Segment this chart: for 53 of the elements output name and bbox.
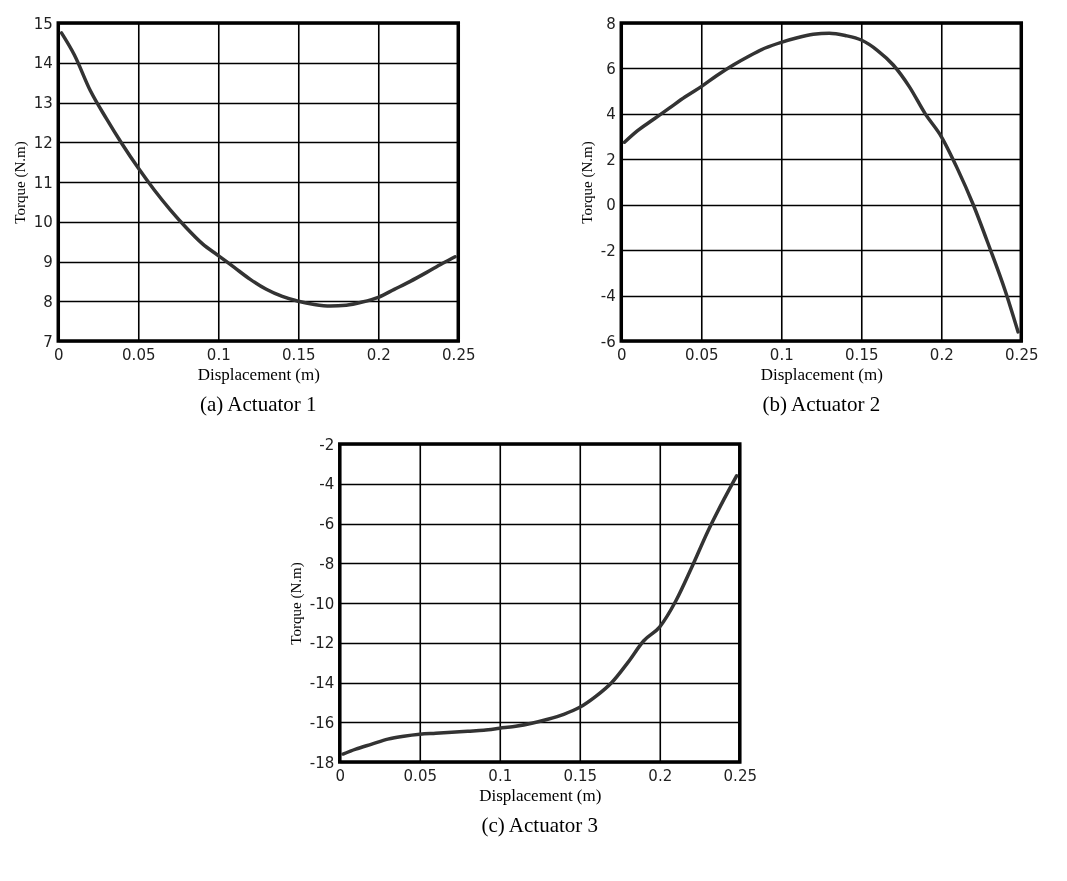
y-tick-label: -12 <box>309 634 335 653</box>
x-tick-label: 0.05 <box>122 345 156 364</box>
y-tick-label: -16 <box>309 713 335 732</box>
x-tick-label: 0.2 <box>929 345 954 364</box>
y-tick-label: 4 <box>606 105 616 124</box>
x-tick-label: 0.05 <box>403 766 437 785</box>
y-tick-label: 0 <box>606 196 616 215</box>
y-tick-label: 15 <box>33 14 53 33</box>
y-tick-label: 11 <box>33 173 53 192</box>
y-tick-label: 13 <box>33 94 53 112</box>
x-axis-title: Displacement (m) <box>197 364 320 384</box>
y-tick-label: 6 <box>606 59 616 78</box>
y-tick-label: 2 <box>606 150 616 169</box>
x-tick-label: 0.15 <box>845 345 879 364</box>
y-tick-label: -14 <box>309 674 335 692</box>
x-tick-label: 0.25 <box>723 766 757 785</box>
y-axis-title: Torque (N.m) <box>578 141 596 224</box>
text: (b) Actuator 2 <box>762 392 881 416</box>
y-tick-label: -2 <box>319 435 335 454</box>
y-tick-label: -4 <box>319 475 335 494</box>
y-tick-label: 10 <box>33 213 53 232</box>
text: (c) Actuator 3 <box>481 813 599 837</box>
y-tick-label: -10 <box>309 594 335 613</box>
y-tick-label: 9 <box>43 253 53 271</box>
line-series <box>622 31 1020 334</box>
y-tick-label: -4 <box>600 287 616 306</box>
x-tick-label: 0.1 <box>769 345 794 364</box>
y-tick-label: -6 <box>600 332 616 351</box>
line-series <box>341 474 739 756</box>
x-tick-label: 0.1 <box>488 766 513 785</box>
y-axis-title: Torque (N.m) <box>11 141 29 224</box>
y-tick-label: 14 <box>33 54 53 73</box>
x-tick-label: 0.2 <box>648 766 673 785</box>
x-tick-label: 0.15 <box>563 766 597 785</box>
y-tick-label: 8 <box>606 14 616 33</box>
y-tick-label: -18 <box>309 753 335 772</box>
x-tick-label: 0.1 <box>206 345 231 364</box>
y-tick-label: 8 <box>43 292 53 311</box>
x-tick-label: 0.25 <box>1005 345 1039 364</box>
x-axis-title: Displacement (m) <box>760 364 883 384</box>
x-tick-label: 0.2 <box>366 345 391 364</box>
y-tick-label: 7 <box>43 332 53 351</box>
y-tick-label: -6 <box>319 515 335 533</box>
x-tick-label: 0.05 <box>685 345 719 364</box>
x-tick-label: 0.25 <box>442 345 476 364</box>
y-tick-label: 12 <box>33 133 53 152</box>
y-axis-title: Torque (N.m) <box>287 562 305 645</box>
y-tick-label: -8 <box>319 554 335 573</box>
text: (a) Actuator 1 <box>199 392 317 416</box>
line-series <box>59 31 457 308</box>
y-tick-label: -2 <box>600 241 616 260</box>
x-tick-label: 0.15 <box>282 345 316 364</box>
x-axis-title: Displacement (m) <box>479 785 602 805</box>
